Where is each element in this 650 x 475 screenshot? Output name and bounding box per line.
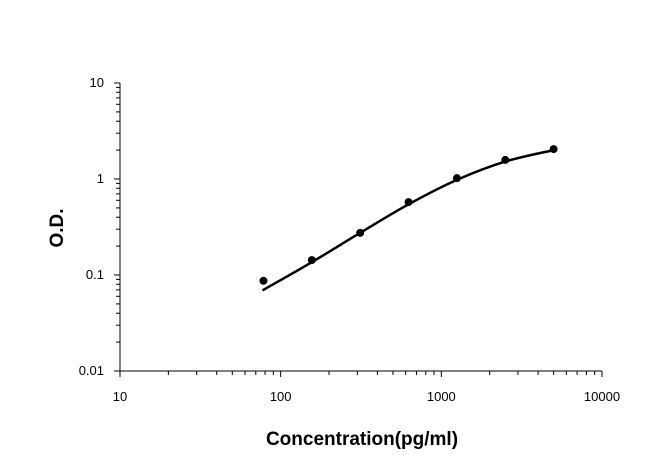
y-axis-title: O.D. xyxy=(47,208,68,247)
data-point xyxy=(259,276,268,285)
x-tick-label: 10000 xyxy=(584,389,620,404)
y-tick-labels: 0.01 0.1 1 10 xyxy=(79,75,104,378)
y-tick-label: 10 xyxy=(90,75,104,90)
fitted-curve-layer xyxy=(262,148,555,292)
x-tick-labels: 10 100 1000 10000 xyxy=(113,389,620,404)
y-tick-label: 0.1 xyxy=(86,267,104,282)
data-point xyxy=(404,198,413,207)
y-tick-label: 0.01 xyxy=(79,363,104,378)
fitted-curve-line xyxy=(262,148,555,292)
x-axis-title: Concentration(pg/ml) xyxy=(266,429,458,450)
data-points-layer xyxy=(259,145,558,285)
data-point xyxy=(356,228,365,237)
data-point xyxy=(307,256,316,265)
x-tick-label: 1000 xyxy=(427,389,456,404)
data-point xyxy=(501,155,510,164)
data-point xyxy=(549,145,558,154)
x-tick-label: 10 xyxy=(113,389,127,404)
axes xyxy=(114,82,603,377)
x-tick-label: 100 xyxy=(270,389,292,404)
data-point xyxy=(452,174,461,183)
y-tick-label: 1 xyxy=(97,171,104,186)
